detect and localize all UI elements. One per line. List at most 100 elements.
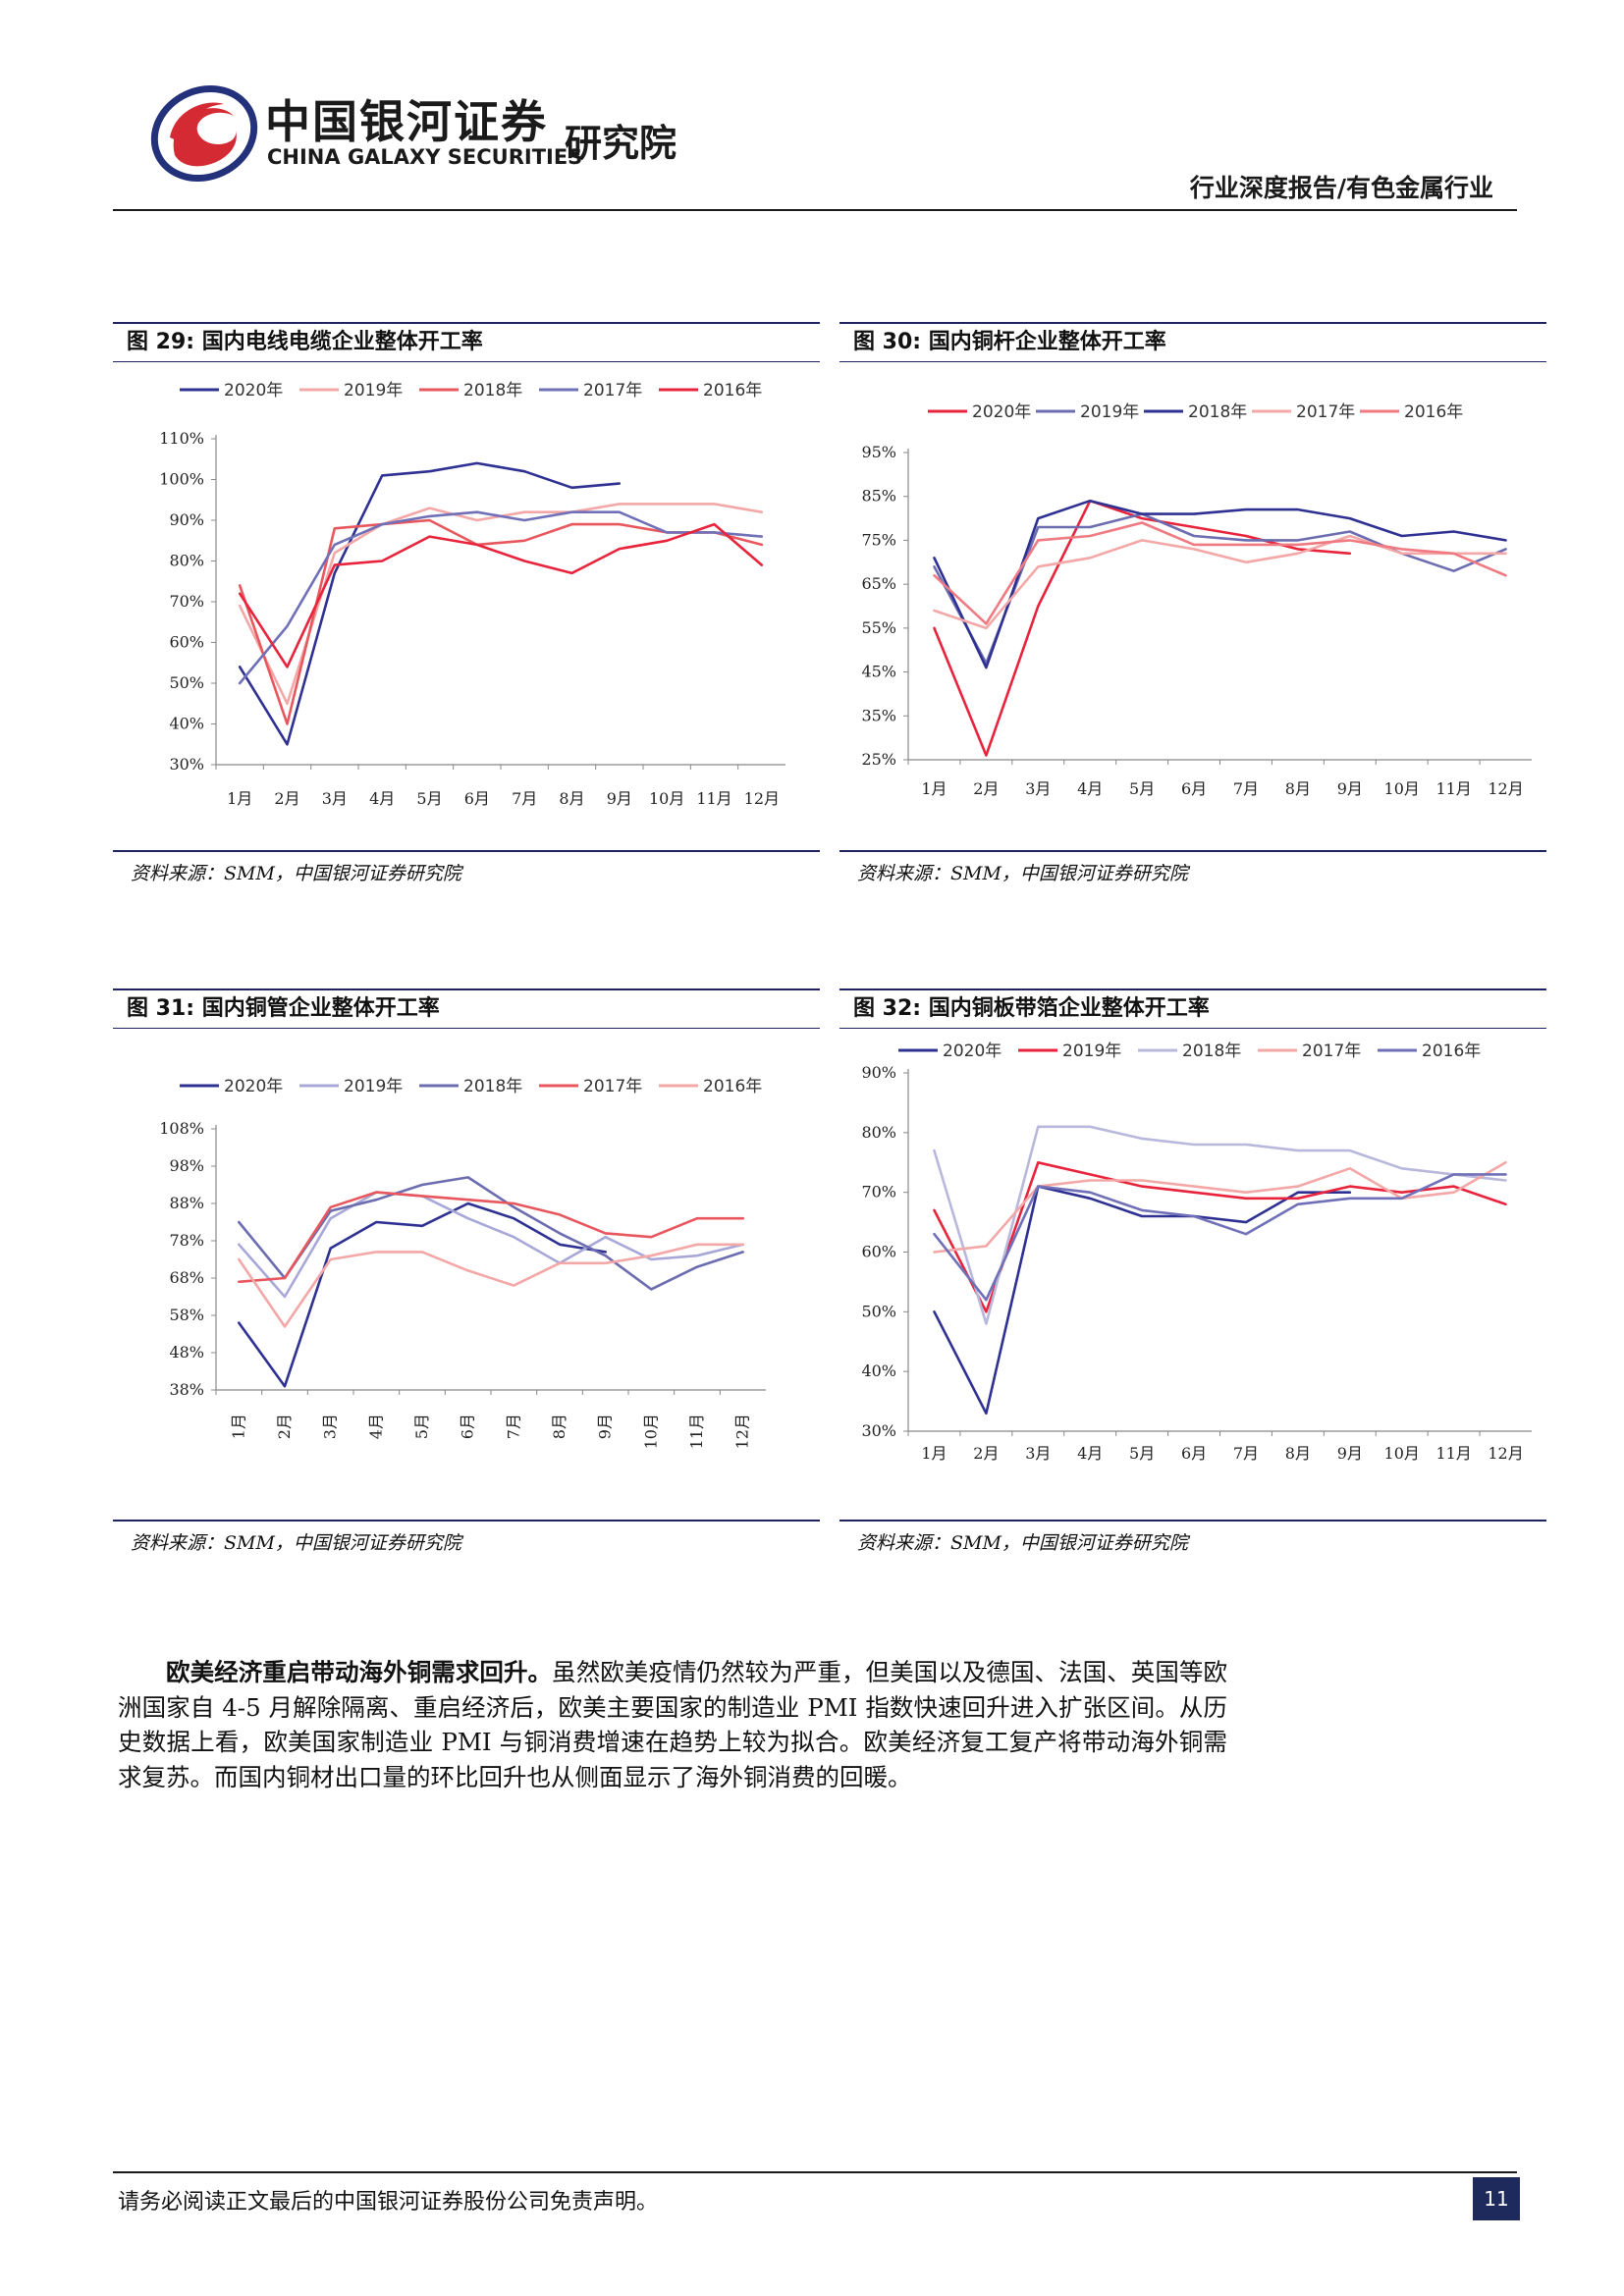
body-lead: 欧美经济重启带动海外铜需求回升。 [166, 1658, 553, 1686]
y-tick-label: 50% [169, 673, 204, 692]
y-tick-label: 110% [159, 429, 204, 448]
y-tick-label: 80% [861, 1123, 896, 1142]
header-divider [113, 209, 1517, 211]
figure-bottom-rule [839, 1520, 1546, 1522]
figure-top-rule [113, 988, 820, 990]
series-line-2017年 [933, 534, 1507, 630]
y-tick-label: 70% [169, 592, 204, 611]
body-text: 虽然欧美疫情仍然较为严重，但美国以及德国、法国、英国等欧洲国家自 4-5 月解除… [118, 1658, 1228, 1791]
x-tick-label: 6月 [459, 1414, 477, 1439]
y-tick-label: 75% [861, 530, 896, 549]
x-tick-label: 8月 [550, 1414, 568, 1439]
series-line-2020年 [238, 1201, 608, 1388]
legend-label: 2017年 [583, 1077, 642, 1096]
y-tick-label: 90% [169, 510, 204, 529]
legend-label: 2018年 [463, 1077, 522, 1096]
figure-title: 图 30: 国内铜杆企业整体开工率 [853, 330, 1166, 354]
footer-disclaimer: 请务必阅读正文最后的中国银河证券股份公司免责声明。 [118, 2190, 659, 2215]
series-line-2018年 [238, 518, 764, 725]
x-tick-label: 1月 [227, 789, 252, 808]
x-tick-label: 10月 [1384, 779, 1420, 798]
figure-top-rule [113, 322, 820, 324]
chart-31: 38% 48% 58% 68% 78% 88% 98% 108% 1月 2月 3月 4月 5月 6月 7月 8… [159, 1077, 766, 1449]
x-tick-label: 2月 [274, 789, 299, 808]
series-line-2016年 [238, 1243, 745, 1328]
y-tick-label: 45% [861, 663, 896, 681]
x-tick-label: 10月 [1384, 1444, 1420, 1463]
legend-label: 2020年 [943, 1041, 1001, 1061]
series-line-2016年 [933, 1173, 1507, 1302]
footer-divider [113, 2171, 1517, 2173]
y-tick-label: 80% [169, 552, 204, 570]
y-tick-label: 95% [861, 443, 896, 461]
y-tick-label: 85% [861, 487, 896, 506]
x-tick-label: 4月 [369, 789, 395, 808]
figure-bottom-rule [113, 1520, 820, 1522]
legend-label: 2018年 [1188, 402, 1247, 422]
x-tick-label: 3月 [322, 789, 348, 808]
x-tick-label: 4月 [366, 1414, 385, 1439]
figure-title-rule [839, 1028, 1546, 1029]
y-tick-label: 40% [861, 1362, 896, 1380]
figure-bottom-rule [113, 850, 820, 852]
y-tick-label: 70% [861, 1183, 896, 1201]
x-tick-label: 1月 [229, 1414, 247, 1439]
y-tick-label: 78% [169, 1231, 204, 1250]
y-tick-label: 30% [169, 755, 204, 774]
x-tick-label: 2月 [275, 1414, 294, 1439]
x-tick-label: 6月 [1181, 779, 1207, 798]
x-tick-label: 5月 [1129, 779, 1155, 798]
x-tick-label: 7月 [504, 1414, 522, 1439]
y-tick-label: 40% [169, 715, 204, 733]
x-tick-label: 3月 [1025, 779, 1051, 798]
figure-title: 图 32: 国内铜板带箔企业整体开工率 [853, 996, 1210, 1021]
y-tick-label: 88% [169, 1194, 204, 1212]
x-tick-label: 12月 [733, 1414, 752, 1449]
brand-name-en: CHINA GALAXY SECURITIES [267, 145, 583, 169]
y-tick-label: 58% [169, 1306, 204, 1324]
legend-label: 2017年 [1296, 402, 1355, 422]
series-line-2018年 [238, 1176, 745, 1291]
y-tick-label: 90% [861, 1063, 896, 1082]
x-tick-label: 6月 [1181, 1444, 1207, 1463]
series-line-2016年 [933, 521, 1507, 625]
figure-31: 图 31: 国内铜管企业整体开工率 38% 48% 58% 68% 78% 88% 98% 1… [113, 988, 820, 1565]
y-tick-label: 65% [861, 574, 896, 593]
legend-label: 2018年 [463, 381, 522, 400]
legend-label: 2016年 [703, 1077, 762, 1096]
x-tick-label: 8月 [1285, 1444, 1311, 1463]
legend-label: 2020年 [224, 381, 283, 400]
figure-source: 资料来源：SMM，中国银河证券研究院 [857, 1532, 1188, 1554]
x-tick-label: 3月 [321, 1414, 340, 1439]
y-tick-label: 108% [159, 1119, 204, 1138]
y-tick-label: 55% [861, 618, 896, 637]
figure-29: 图 29: 国内电线电缆企业整体开工率 30% 40% 50% 60% 70% 80% 90… [113, 322, 820, 895]
legend-label: 2018年 [1182, 1041, 1241, 1061]
x-tick-label: 12月 [1488, 1444, 1523, 1463]
legend-label: 2020年 [224, 1077, 283, 1096]
series-line-2020年 [238, 461, 622, 746]
chart-32: 30% 40% 50% 60% 70% 80% 90% 1月 2月 3月 4月 5月 6月 7月 8月 9月 1… [861, 1041, 1532, 1463]
figure-32: 图 32: 国内铜板带箔企业整体开工率 30% 40% 50% 60% 70% 80% 90… [839, 988, 1546, 1565]
series-line-2020年 [933, 1185, 1352, 1415]
y-tick-label: 48% [169, 1343, 204, 1362]
series-line-2016年 [238, 522, 764, 668]
x-tick-label: 4月 [1077, 1444, 1103, 1463]
y-tick-label: 25% [861, 750, 896, 769]
x-tick-label: 9月 [1337, 779, 1363, 798]
x-tick-label: 7月 [1233, 1444, 1259, 1463]
legend-label: 2016年 [703, 381, 762, 400]
figure-title-rule [839, 361, 1546, 362]
x-tick-label: 11月 [687, 1414, 706, 1449]
legend-label: 2020年 [972, 402, 1031, 422]
x-tick-label: 7月 [512, 789, 537, 808]
x-tick-label: 10月 [641, 1414, 660, 1449]
galaxy-logo-icon [150, 84, 258, 183]
figure-bottom-rule [839, 850, 1546, 852]
y-tick-label: 60% [861, 1243, 896, 1261]
page-number: 11 [1473, 2177, 1520, 2220]
figure-title: 图 31: 国内铜管企业整体开工率 [127, 996, 440, 1021]
legend-label: 2016年 [1404, 402, 1463, 422]
x-tick-label: 4月 [1077, 779, 1103, 798]
x-tick-label: 3月 [1025, 1444, 1051, 1463]
